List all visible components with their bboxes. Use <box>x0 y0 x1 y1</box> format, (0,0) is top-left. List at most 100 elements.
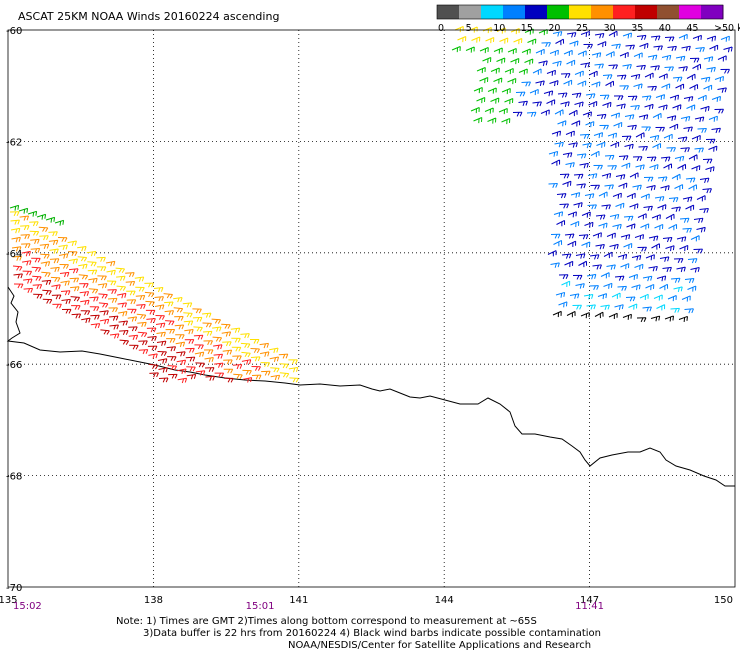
wind-barb <box>119 330 129 336</box>
wind-barb <box>11 236 21 243</box>
wind-barb <box>78 274 89 280</box>
wind-barb <box>649 164 659 171</box>
wind-barb <box>221 331 232 337</box>
wind-barb <box>705 138 716 144</box>
wind-barb <box>115 267 125 273</box>
wind-barb <box>562 152 573 158</box>
wind-barb <box>699 208 709 214</box>
legend-label: 15 <box>521 23 533 34</box>
wind-barb <box>99 318 110 325</box>
wind-barb <box>651 214 661 221</box>
wind-barb <box>692 34 702 41</box>
wind-barb <box>549 49 559 56</box>
wind-barb <box>576 183 586 189</box>
wind-barb <box>48 231 58 237</box>
wind-barb <box>620 234 631 240</box>
wind-barb <box>670 307 680 313</box>
wind-barb <box>524 58 534 65</box>
wind-barb <box>29 221 39 227</box>
wind-barb <box>68 258 78 264</box>
wind-barb <box>541 42 551 48</box>
wind-barb <box>633 83 643 90</box>
wind-barb <box>668 197 679 203</box>
wind-barb <box>223 359 233 365</box>
wind-barb <box>623 242 633 250</box>
wind-barb <box>566 59 576 66</box>
wind-barb <box>696 195 706 202</box>
wind-barb <box>555 38 565 46</box>
wind-barb <box>569 40 579 47</box>
wind-barb <box>578 260 588 268</box>
wind-barb <box>39 235 49 241</box>
wind-barb <box>689 57 700 63</box>
wind-barb <box>617 253 628 260</box>
wind-barb <box>616 74 627 80</box>
wind-barb <box>580 312 590 319</box>
wind-barb <box>564 233 575 239</box>
wind-barb <box>241 359 252 365</box>
wind-barb <box>61 298 71 305</box>
wind-barb <box>688 184 698 191</box>
wind-barb <box>9 211 20 217</box>
wind-barb <box>693 217 704 224</box>
wind-barb <box>650 65 660 71</box>
wind-barb <box>485 37 495 44</box>
wind-barb <box>613 121 623 129</box>
wind-barb <box>720 68 730 74</box>
wind-barb <box>573 202 583 208</box>
wind-barb <box>625 44 635 50</box>
wind-barb <box>686 104 696 111</box>
wind-barb <box>33 293 43 299</box>
x-tick-label: 144 <box>435 595 454 606</box>
legend-swatch <box>459 5 482 19</box>
wind-barb <box>650 315 661 322</box>
wind-barb <box>78 263 88 270</box>
wind-barb <box>666 147 676 153</box>
wind-barb <box>643 205 653 212</box>
wind-barb <box>659 283 669 291</box>
wind-barb <box>135 286 145 292</box>
wind-barb <box>119 339 129 345</box>
wind-barb <box>635 132 645 139</box>
wind-barb <box>559 173 570 179</box>
wind-barb <box>634 263 644 270</box>
wind-barb <box>118 320 129 326</box>
wind-barb <box>177 368 187 374</box>
wind-barb <box>195 370 206 376</box>
pass-time-label: 11:41 <box>575 601 604 612</box>
pass-time-label: 15:02 <box>13 601 42 612</box>
wind-barb <box>214 372 225 378</box>
wind-barb <box>147 345 158 351</box>
wind-barb <box>565 130 575 137</box>
wind-barb <box>693 248 703 254</box>
wind-barb <box>192 308 202 314</box>
wind-barb <box>32 284 43 290</box>
wind-barb <box>250 348 260 354</box>
wind-barb <box>546 69 556 76</box>
wind-barb <box>641 95 652 101</box>
y-tick-label: -70 <box>6 583 22 594</box>
x-tick-label: 141 <box>289 595 308 606</box>
wind-barb <box>571 92 582 98</box>
wind-barb <box>90 314 100 320</box>
wind-barb <box>100 329 110 335</box>
wind-barb <box>165 328 176 334</box>
wind-barb <box>629 172 639 179</box>
wind-barb <box>184 339 195 344</box>
wind-barb <box>660 156 671 162</box>
legend-swatch <box>547 5 570 19</box>
legend-frame <box>436 4 724 20</box>
wind-barb <box>42 298 53 304</box>
wind-barb <box>58 253 69 259</box>
wind-barb <box>550 233 561 239</box>
wind-barb <box>591 52 602 58</box>
wind-barb <box>45 216 56 223</box>
wind-barbs <box>9 26 733 384</box>
wind-barb <box>22 260 32 266</box>
wind-barb <box>27 210 38 217</box>
wind-barb <box>598 191 608 198</box>
wind-barb <box>279 372 290 378</box>
wind-barb <box>39 243 50 250</box>
wind-barb <box>613 95 624 101</box>
wind-barb <box>583 43 593 49</box>
